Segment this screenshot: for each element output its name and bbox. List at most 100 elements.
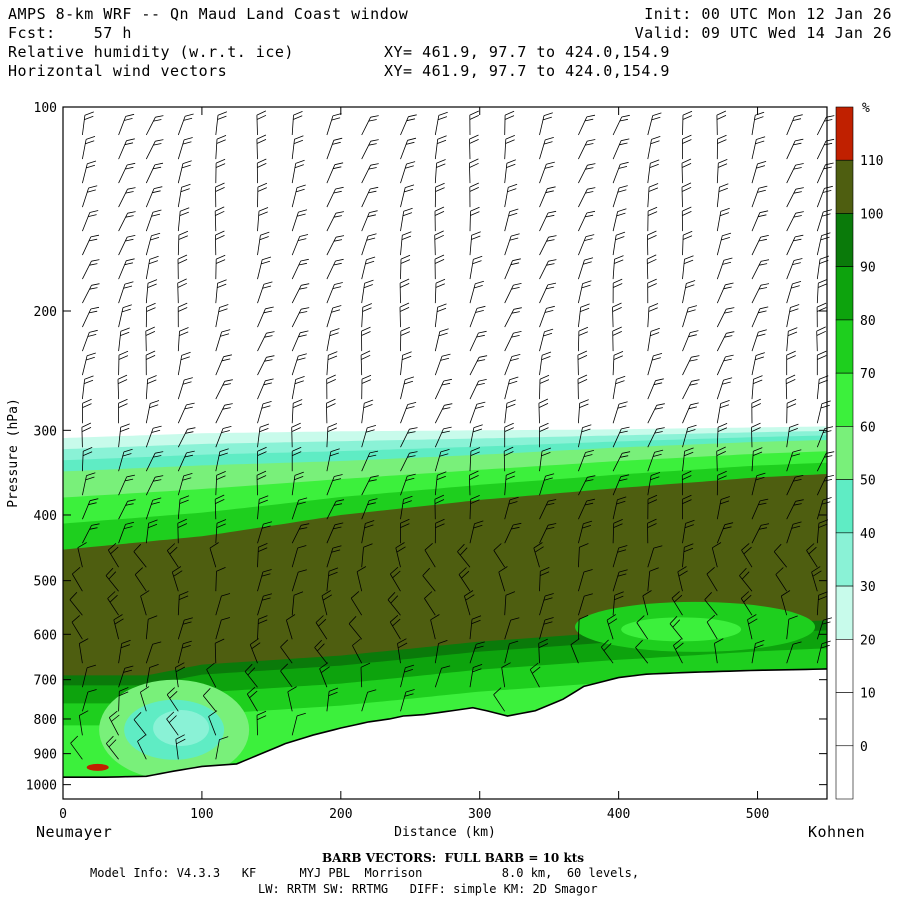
wind-barb (706, 567, 718, 592)
wind-barb (647, 518, 657, 544)
wind-barb (291, 569, 307, 592)
wind-barb (578, 210, 596, 232)
wind-barb (786, 615, 798, 640)
wind-barb (118, 327, 130, 352)
wind-barb (257, 231, 270, 256)
wind-barb (400, 161, 416, 184)
wind-barb (215, 379, 233, 400)
wind-barb (291, 399, 303, 424)
wind-barb (177, 254, 188, 280)
wind-barb (673, 638, 684, 664)
wind-barb (469, 255, 483, 280)
wind-barb (361, 233, 377, 256)
wind-barb (469, 520, 484, 544)
wind-barb (434, 378, 452, 400)
colorbar-label: 20 (860, 633, 876, 648)
wind-barb (257, 306, 274, 328)
wind-barb (257, 378, 274, 400)
wind-barb (145, 615, 158, 640)
colorbar-label: 10 (860, 687, 876, 702)
wind-barb (578, 520, 593, 544)
wind-barb (786, 234, 804, 256)
wind-barb (775, 567, 788, 592)
wind-barb (716, 423, 728, 448)
wind-barb (716, 183, 729, 208)
wind-barb (215, 279, 227, 304)
wind-barb (287, 686, 297, 712)
wind-barb (326, 474, 343, 496)
wind-barb (140, 590, 150, 616)
wind-barb (612, 278, 623, 304)
wind-barb (647, 327, 660, 352)
wind-barb (326, 186, 344, 208)
wind-barb (578, 163, 596, 184)
wind-barb (682, 255, 694, 280)
wind-barb (286, 614, 296, 640)
wind-barb (257, 615, 268, 640)
wind-barb (215, 617, 231, 640)
wind-barb (578, 303, 590, 328)
wind-barb (291, 135, 304, 160)
wind-barb (395, 542, 406, 568)
wind-barb (786, 398, 797, 424)
wind-barb (504, 422, 514, 448)
wind-barb (469, 470, 479, 496)
wind-barb (647, 159, 660, 184)
wind-barb (82, 136, 96, 160)
wind-barb (177, 302, 188, 328)
wind-barb (786, 641, 802, 664)
colorbar-band (835, 745, 854, 800)
wind-barb (352, 638, 363, 664)
wind-barb (361, 399, 374, 424)
wind-barb (175, 662, 186, 688)
wind-barb (118, 639, 131, 664)
wind-barb (177, 113, 194, 136)
wind-barb (786, 138, 804, 160)
wind-barb (682, 543, 694, 568)
wind-barb (751, 111, 765, 136)
wind-barb (612, 302, 622, 328)
colorbar-band (835, 479, 854, 534)
wind-barb (215, 254, 226, 280)
wind-barb (118, 398, 128, 424)
wind-barb (539, 374, 550, 400)
wind-barb (400, 137, 417, 160)
wind-barb (208, 710, 218, 736)
wind-barb (82, 306, 100, 328)
colorbar-label: 80 (860, 314, 876, 329)
wind-barb (177, 427, 196, 448)
wind-barb (647, 545, 663, 568)
wind-barb (400, 495, 413, 520)
wind-barb (400, 664, 415, 688)
wind-barb (400, 427, 418, 448)
wind-barb (434, 206, 445, 232)
wind-barb (215, 329, 231, 352)
wind-barb (647, 278, 657, 304)
wind-barb (257, 569, 272, 592)
wind-barb (361, 163, 379, 184)
x-tick-label: 100 (190, 807, 213, 822)
wind-barb (145, 641, 162, 664)
wind-barb (716, 282, 734, 304)
wind-barb (361, 475, 379, 496)
wind-barb (578, 280, 592, 304)
wind-barb (464, 590, 475, 616)
wind-barb (387, 592, 401, 616)
wind-barb (682, 402, 699, 424)
wind-barb (291, 353, 307, 376)
wind-barb (326, 448, 340, 472)
colorbar-band (835, 106, 854, 161)
wind-barb (400, 231, 412, 256)
wind-barb (647, 136, 661, 160)
wind-barb (504, 522, 522, 544)
wind-barb (82, 210, 99, 232)
wind-barb (361, 498, 378, 520)
wind-barb (606, 614, 618, 640)
field-label-rh: Relative humidity (w.r.t. ice) (8, 43, 294, 61)
wind-barb (751, 235, 769, 256)
wind-barb (326, 545, 342, 568)
wind-barb (145, 115, 164, 136)
wind-barb (118, 138, 135, 160)
wind-barb (578, 114, 596, 136)
wind-barb (118, 687, 129, 712)
